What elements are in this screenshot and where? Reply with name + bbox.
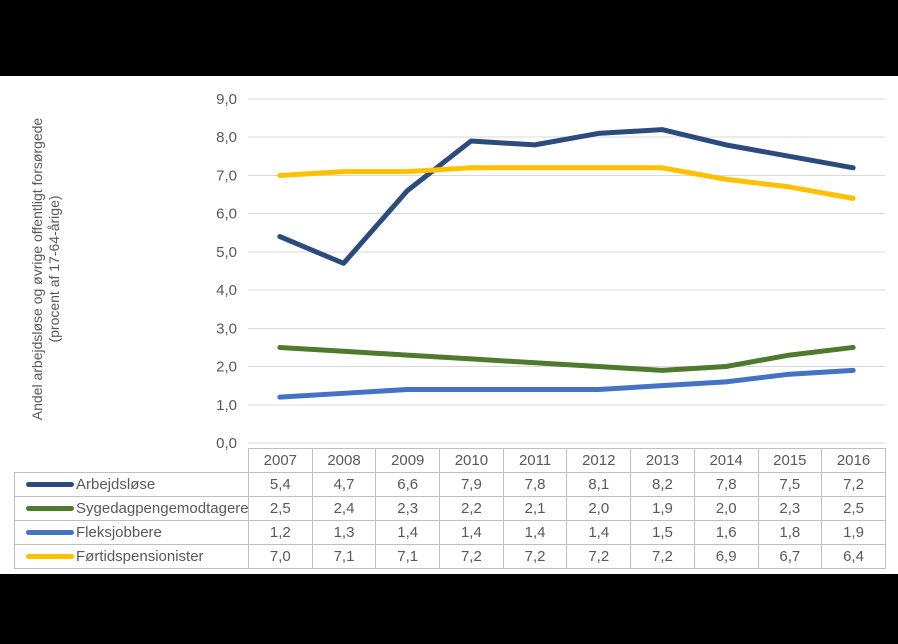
value-cell: 2,2	[439, 496, 504, 521]
value-cell: 1,6	[693, 520, 759, 545]
value-cell: 7,8	[502, 472, 568, 497]
table-header-row: 2007 2008 2009 2010 2011 2012 2013 2014 2015 2016	[15, 448, 886, 473]
legend-entry: Arbejdsløse	[16, 476, 248, 493]
value-cell: 6,9	[693, 544, 759, 569]
year-cell: 2011	[502, 448, 568, 473]
y-axis-title-line1: Andel arbejdsløse og øvrige offentligt f…	[29, 117, 45, 421]
legend-label: Fleksjobbere	[76, 524, 162, 541]
value-cell: 1,4	[502, 520, 568, 545]
chart-data-table: 2007 2008 2009 2010 2011 2012 2013 2014 2015 2016…	[14, 448, 886, 569]
line-chart-plot: 0,0 1,0 2,0 3,0 4,0 5,0 6,0 7,0 8,0 9,0	[216, 91, 885, 452]
year-cell: 2008	[311, 448, 377, 473]
y-tick-label: 8,0	[216, 129, 237, 146]
value-cell: 4,7	[311, 472, 377, 497]
legend-label: Førtidspensionister	[76, 548, 204, 565]
table-corner-blank	[15, 449, 249, 473]
y-tick-label: 5,0	[216, 244, 237, 261]
value-cell: 2,1	[502, 496, 568, 521]
value-cell: 5,4	[248, 472, 313, 497]
legend-key-line	[26, 530, 74, 535]
value-cell: 2,3	[757, 496, 823, 521]
series-line-fleksjobbere	[277, 367, 856, 400]
value-cell: 1,9	[821, 520, 886, 545]
legend-key-line	[26, 506, 74, 511]
value-cell: 7,2	[566, 544, 632, 569]
legend-key-line	[26, 554, 74, 559]
value-cell: 2,5	[248, 496, 313, 521]
chart-area: 0,0 1,0 2,0 3,0 4,0 5,0 6,0 7,0 8,0 9,0 Andel arb…	[0, 76, 898, 574]
value-cell: 2,3	[375, 496, 441, 521]
legend-cell: Fleksjobbere	[14, 520, 249, 545]
value-cell: 2,4	[311, 496, 377, 521]
value-cell: 7,2	[439, 544, 504, 569]
year-cell: 2013	[630, 448, 695, 473]
value-cell: 6,7	[757, 544, 823, 569]
value-cell: 7,9	[439, 472, 504, 497]
legend-cell: Førtidspensionister	[14, 544, 249, 569]
value-cell: 1,8	[757, 520, 823, 545]
y-axis-title-line2: (procent af 17-64-årige)	[46, 195, 62, 343]
value-cell: 7,0	[248, 544, 313, 569]
value-cell: 7,2	[630, 544, 695, 569]
y-tick-label: 6,0	[216, 206, 237, 223]
value-cell: 2,0	[566, 496, 632, 521]
legend-label: Sygedagpengemodtagere	[76, 500, 249, 517]
value-cell: 7,8	[693, 472, 759, 497]
y-tick-label: 7,0	[216, 167, 237, 184]
legend-key-line	[26, 482, 74, 487]
legend-label: Arbejdsløse	[76, 476, 156, 493]
series-line-førtidspensionister	[277, 165, 856, 201]
table-row: Fleksjobbere 1,2 1,3 1,4 1,4 1,4 1,4 1,5 1,6 1,8 1…	[14, 520, 886, 545]
value-cell: 6,6	[375, 472, 441, 497]
value-cell: 1,4	[566, 520, 632, 545]
year-cell: 2015	[757, 448, 823, 473]
legend-entry: Fleksjobbere	[16, 524, 248, 541]
value-cell: 8,1	[566, 472, 632, 497]
value-cell: 2,5	[821, 496, 886, 521]
year-cell: 2012	[566, 448, 632, 473]
y-axis-title: Andel arbejdsløse og øvrige offentligt f…	[29, 79, 63, 459]
year-cell: 2016	[821, 448, 886, 473]
y-tick-label: 2,0	[216, 359, 237, 376]
series-line-arbejdsløse	[277, 127, 856, 266]
year-cell: 2007	[248, 448, 313, 473]
value-cell: 8,2	[630, 472, 695, 497]
value-cell: 6,4	[821, 544, 886, 569]
table-row: Førtidspensionister 7,0 7,1 7,1 7,2 7,2 7,2 7,2…	[14, 544, 886, 569]
legend-cell: Sygedagpengemodtagere	[14, 496, 249, 521]
year-cell: 2009	[375, 448, 441, 473]
legend-entry: Sygedagpengemodtagere	[16, 500, 249, 517]
value-cell: 1,2	[248, 520, 313, 545]
value-cell: 1,4	[439, 520, 504, 545]
value-cell: 7,1	[375, 544, 441, 569]
year-cell: 2010	[439, 448, 504, 473]
y-tick-label: 0,0	[216, 435, 237, 452]
value-cell: 1,5	[630, 520, 695, 545]
value-cell: 2,0	[693, 496, 759, 521]
value-cell: 7,2	[502, 544, 568, 569]
y-tick-label: 3,0	[216, 320, 237, 337]
table-row: Arbejdsløse 5,4 4,7 6,6 7,9 7,8 8,1 8,2 7,8 7,5 7,…	[14, 472, 886, 497]
value-cell: 1,3	[311, 520, 377, 545]
legend-entry: Førtidspensionister	[16, 548, 248, 565]
year-cell: 2014	[693, 448, 759, 473]
y-tick-label: 9,0	[216, 91, 237, 108]
series-line-sygedagpengemodtagere	[277, 344, 856, 373]
table-row: Sygedagpengemodtagere 2,5 2,4 2,3 2,2 2,1 2,0 1…	[14, 496, 886, 521]
value-cell: 1,4	[375, 520, 441, 545]
y-tick-label: 4,0	[216, 282, 237, 299]
value-cell: 7,1	[311, 544, 377, 569]
legend-cell: Arbejdsløse	[14, 472, 249, 497]
value-cell: 7,5	[757, 472, 823, 497]
value-cell: 7,2	[821, 472, 886, 497]
y-tick-label: 1,0	[216, 397, 237, 414]
value-cell: 1,9	[630, 496, 695, 521]
